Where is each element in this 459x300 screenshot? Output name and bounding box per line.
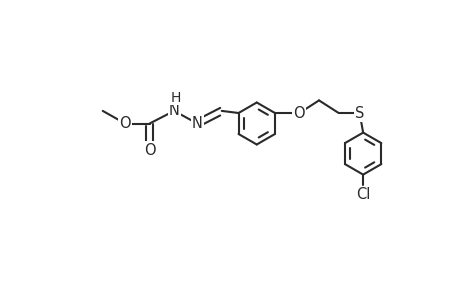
- Text: Cl: Cl: [355, 187, 369, 202]
- Text: N: N: [191, 116, 202, 131]
- Text: O: O: [119, 116, 131, 131]
- Text: O: O: [293, 106, 305, 121]
- Text: O: O: [144, 142, 155, 158]
- Text: N: N: [168, 103, 179, 118]
- Text: S: S: [354, 106, 364, 121]
- Text: H: H: [170, 91, 180, 105]
